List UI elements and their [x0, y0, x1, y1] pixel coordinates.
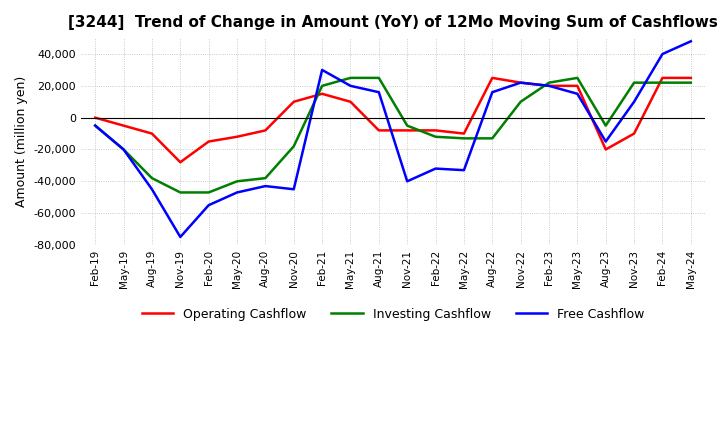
- Investing Cashflow: [289, 144, 298, 149]
- Investing Cashflow: [403, 123, 412, 128]
- Free Cashflow: [459, 168, 468, 173]
- Investing Cashflow: [573, 75, 582, 81]
- Investing Cashflow: [431, 134, 440, 139]
- Free Cashflow: [516, 80, 525, 85]
- Investing Cashflow: [658, 80, 667, 85]
- Investing Cashflow: [459, 136, 468, 141]
- Operating Cashflow: [516, 80, 525, 85]
- Free Cashflow: [630, 99, 639, 104]
- Operating Cashflow: [91, 115, 99, 120]
- Operating Cashflow: [545, 83, 554, 88]
- Investing Cashflow: [233, 179, 241, 184]
- Investing Cashflow: [516, 99, 525, 104]
- Investing Cashflow: [318, 83, 326, 88]
- Investing Cashflow: [488, 136, 497, 141]
- Operating Cashflow: [261, 128, 270, 133]
- Line: Operating Cashflow: Operating Cashflow: [95, 78, 690, 162]
- Investing Cashflow: [601, 123, 610, 128]
- Investing Cashflow: [346, 75, 355, 81]
- Free Cashflow: [346, 83, 355, 88]
- Investing Cashflow: [374, 75, 383, 81]
- Investing Cashflow: [204, 190, 213, 195]
- Operating Cashflow: [204, 139, 213, 144]
- Free Cashflow: [318, 67, 326, 73]
- Free Cashflow: [176, 235, 184, 240]
- Operating Cashflow: [431, 128, 440, 133]
- Investing Cashflow: [261, 176, 270, 181]
- Investing Cashflow: [545, 80, 554, 85]
- Line: Investing Cashflow: Investing Cashflow: [95, 78, 690, 192]
- Free Cashflow: [148, 187, 156, 192]
- Free Cashflow: [261, 183, 270, 189]
- Operating Cashflow: [346, 99, 355, 104]
- Operating Cashflow: [148, 131, 156, 136]
- Free Cashflow: [204, 202, 213, 208]
- Free Cashflow: [658, 51, 667, 57]
- Free Cashflow: [289, 187, 298, 192]
- Operating Cashflow: [233, 134, 241, 139]
- Operating Cashflow: [630, 131, 639, 136]
- Free Cashflow: [573, 91, 582, 96]
- Line: Free Cashflow: Free Cashflow: [95, 41, 690, 237]
- Free Cashflow: [91, 123, 99, 128]
- Operating Cashflow: [120, 123, 128, 128]
- Investing Cashflow: [148, 176, 156, 181]
- Investing Cashflow: [686, 80, 695, 85]
- Operating Cashflow: [374, 128, 383, 133]
- Free Cashflow: [403, 179, 412, 184]
- Free Cashflow: [374, 90, 383, 95]
- Free Cashflow: [686, 39, 695, 44]
- Operating Cashflow: [686, 75, 695, 81]
- Free Cashflow: [601, 139, 610, 144]
- Investing Cashflow: [630, 80, 639, 85]
- Operating Cashflow: [459, 131, 468, 136]
- Title: [3244]  Trend of Change in Amount (YoY) of 12Mo Moving Sum of Cashflows: [3244] Trend of Change in Amount (YoY) o…: [68, 15, 718, 30]
- Operating Cashflow: [318, 91, 326, 96]
- Operating Cashflow: [601, 147, 610, 152]
- Legend: Operating Cashflow, Investing Cashflow, Free Cashflow: Operating Cashflow, Investing Cashflow, …: [137, 303, 649, 326]
- Free Cashflow: [120, 147, 128, 152]
- Investing Cashflow: [176, 190, 184, 195]
- Investing Cashflow: [120, 147, 128, 152]
- Operating Cashflow: [289, 99, 298, 104]
- Free Cashflow: [545, 83, 554, 88]
- Free Cashflow: [233, 190, 241, 195]
- Operating Cashflow: [176, 160, 184, 165]
- Operating Cashflow: [573, 83, 582, 88]
- Investing Cashflow: [91, 123, 99, 128]
- Free Cashflow: [488, 90, 497, 95]
- Operating Cashflow: [488, 75, 497, 81]
- Y-axis label: Amount (million yen): Amount (million yen): [15, 76, 28, 207]
- Free Cashflow: [431, 166, 440, 171]
- Operating Cashflow: [658, 75, 667, 81]
- Operating Cashflow: [403, 128, 412, 133]
